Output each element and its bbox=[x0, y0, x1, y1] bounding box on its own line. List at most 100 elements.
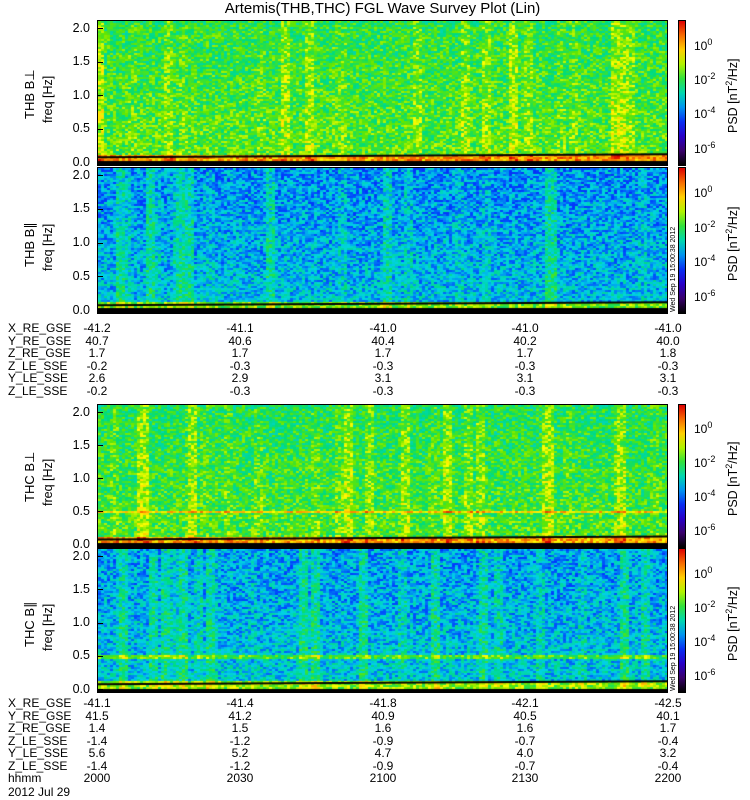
timestamp-label: Wed Sep 19 15:00:38 2012 bbox=[670, 226, 677, 312]
colorbar bbox=[678, 167, 686, 314]
y-tick-mark bbox=[97, 478, 103, 479]
ephemeris-value: 41.5 bbox=[85, 708, 109, 723]
ephemeris-value: 2000 bbox=[83, 771, 111, 785]
ephemeris-value: -0.3 bbox=[372, 358, 394, 373]
ephemeris-value: -0.3 bbox=[514, 358, 536, 373]
ephemeris-value: 2200 bbox=[654, 771, 682, 785]
y-tick-mark bbox=[97, 95, 103, 96]
ephemeris-value: 3.1 bbox=[659, 371, 677, 385]
ephemeris-value: 40.9 bbox=[371, 708, 395, 723]
ephemeris-value: 1.7 bbox=[88, 346, 106, 360]
colorbar-tick-label: 10-2 bbox=[694, 598, 716, 615]
y-tick-mark bbox=[97, 242, 103, 244]
ephemeris-value: 2.6 bbox=[88, 371, 106, 385]
spectrogram-panel bbox=[97, 548, 668, 693]
spectrogram-panel bbox=[97, 404, 668, 548]
ephemeris-value: -0.4 bbox=[657, 758, 679, 773]
y-tick-label: 0.5 bbox=[72, 503, 90, 518]
y-axis-unit: freq [Hz] bbox=[41, 223, 55, 271]
ephemeris-value: 3.1 bbox=[374, 371, 392, 385]
y-tick-mark bbox=[97, 412, 103, 413]
y-tick-label: 1.5 bbox=[72, 581, 90, 596]
colorbar-tick-label: 10-4 bbox=[694, 253, 716, 270]
y-tick-mark bbox=[97, 655, 103, 657]
colorbar-tick-label: 10-2 bbox=[694, 454, 716, 471]
ephemeris-label: Y_LE_SSE bbox=[8, 746, 69, 760]
ephemeris-value: -0.7 bbox=[514, 733, 536, 748]
ephemeris-label: Z_LE_SSE bbox=[8, 758, 68, 773]
ephemeris-value: 2100 bbox=[369, 771, 397, 785]
ephemeris-value: 4.7 bbox=[374, 746, 392, 760]
y-axis-label: THC B⊥ bbox=[22, 451, 37, 502]
colorbar-label: PSD [nT2/Hz] bbox=[723, 58, 740, 134]
timestamp-label: Wed Sep 19 15:00:38 2012 bbox=[670, 605, 677, 691]
ephemeris-label: X_RE_GSE bbox=[8, 696, 72, 710]
colorbar-tick-label: 100 bbox=[694, 183, 713, 200]
y-axis-unit: freq [Hz] bbox=[41, 458, 55, 506]
ephemeris-value: -42.5 bbox=[654, 696, 682, 710]
y-tick-label: 1.0 bbox=[72, 87, 90, 102]
y-tick-mark bbox=[97, 310, 103, 311]
colorbar bbox=[678, 548, 686, 693]
ephemeris-value: -1.2 bbox=[229, 758, 251, 773]
ephemeris-value: 40.4 bbox=[371, 333, 395, 348]
ephemeris-value: 5.2 bbox=[231, 746, 249, 760]
y-tick-label: 0.5 bbox=[72, 121, 90, 135]
ephemeris-value: 41.2 bbox=[228, 708, 252, 723]
colorbar-tick-label: 10-2 bbox=[694, 218, 716, 235]
ephemeris-value: -41.4 bbox=[226, 696, 254, 710]
ephemeris-value: 40.0 bbox=[656, 333, 680, 348]
y-tick-label: 2.0 bbox=[72, 404, 90, 419]
y-tick-mark bbox=[97, 445, 103, 446]
ephemeris-value: -41.0 bbox=[511, 321, 539, 335]
spectrogram-image bbox=[98, 21, 667, 165]
ephemeris-value: -0.3 bbox=[514, 383, 536, 398]
spectrogram-panel bbox=[97, 167, 668, 314]
colorbar-label: PSD [nT2/Hz] bbox=[723, 206, 740, 281]
ephemeris-value: -0.3 bbox=[657, 383, 679, 398]
colorbar-tick-label: 100 bbox=[694, 36, 713, 53]
colorbar-label: PSD [nT2/Hz] bbox=[723, 586, 740, 661]
ephemeris-value: -0.2 bbox=[86, 383, 108, 398]
y-tick-label: 0.0 bbox=[72, 302, 90, 317]
y-tick-mark bbox=[97, 622, 103, 624]
y-tick-label: 0.5 bbox=[72, 648, 90, 663]
ephemeris-value: -0.3 bbox=[657, 358, 679, 373]
y-tick-mark bbox=[97, 556, 103, 557]
date-label: 2012 Jul 29 bbox=[8, 785, 71, 799]
ephemeris-label: Z_LE_SSE bbox=[8, 733, 68, 748]
ephemeris-value: 1.6 bbox=[516, 721, 534, 735]
y-axis-label: THB B∥ bbox=[22, 221, 37, 267]
ephemeris-value: 40.5 bbox=[513, 708, 537, 723]
colorbar bbox=[678, 404, 686, 548]
ephemeris-value: -0.3 bbox=[372, 383, 394, 398]
ephemeris-value: 1.7 bbox=[659, 721, 677, 735]
ephemeris-value: 40.6 bbox=[228, 333, 252, 348]
y-tick-mark bbox=[97, 175, 103, 176]
y-tick-mark bbox=[97, 276, 103, 278]
ephemeris-value: -0.4 bbox=[657, 733, 679, 748]
ephemeris-value: 1.6 bbox=[374, 721, 392, 735]
y-tick-mark bbox=[97, 162, 103, 163]
y-tick-label: 0.0 bbox=[72, 681, 90, 696]
ephemeris-value: 40.2 bbox=[513, 333, 537, 348]
ephemeris-value: -41.0 bbox=[369, 321, 397, 335]
ephemeris-value: 40.1 bbox=[656, 708, 680, 723]
ephemeris-value: -0.7 bbox=[514, 758, 536, 773]
colorbar-tick-label: 10-4 bbox=[694, 632, 716, 649]
ephemeris-value: -0.2 bbox=[86, 358, 108, 373]
ephemeris-value: -41.8 bbox=[369, 696, 397, 710]
ephemeris-value: 1.7 bbox=[231, 346, 249, 360]
ephemeris-value: -41.0 bbox=[654, 321, 682, 335]
ephemeris-value: 3.2 bbox=[659, 746, 677, 760]
ephemeris-value: 2.9 bbox=[231, 371, 249, 385]
y-axis-unit: freq [Hz] bbox=[41, 603, 55, 651]
spectrogram-image bbox=[98, 405, 667, 547]
ephemeris-value: 3.1 bbox=[516, 371, 534, 385]
ephemeris-value: -41.1 bbox=[83, 696, 111, 710]
y-tick-label: 2.0 bbox=[72, 167, 90, 182]
colorbar-tick-label: 10-6 bbox=[694, 522, 716, 539]
y-tick-mark bbox=[97, 128, 103, 130]
y-tick-label: 1.0 bbox=[72, 235, 90, 249]
